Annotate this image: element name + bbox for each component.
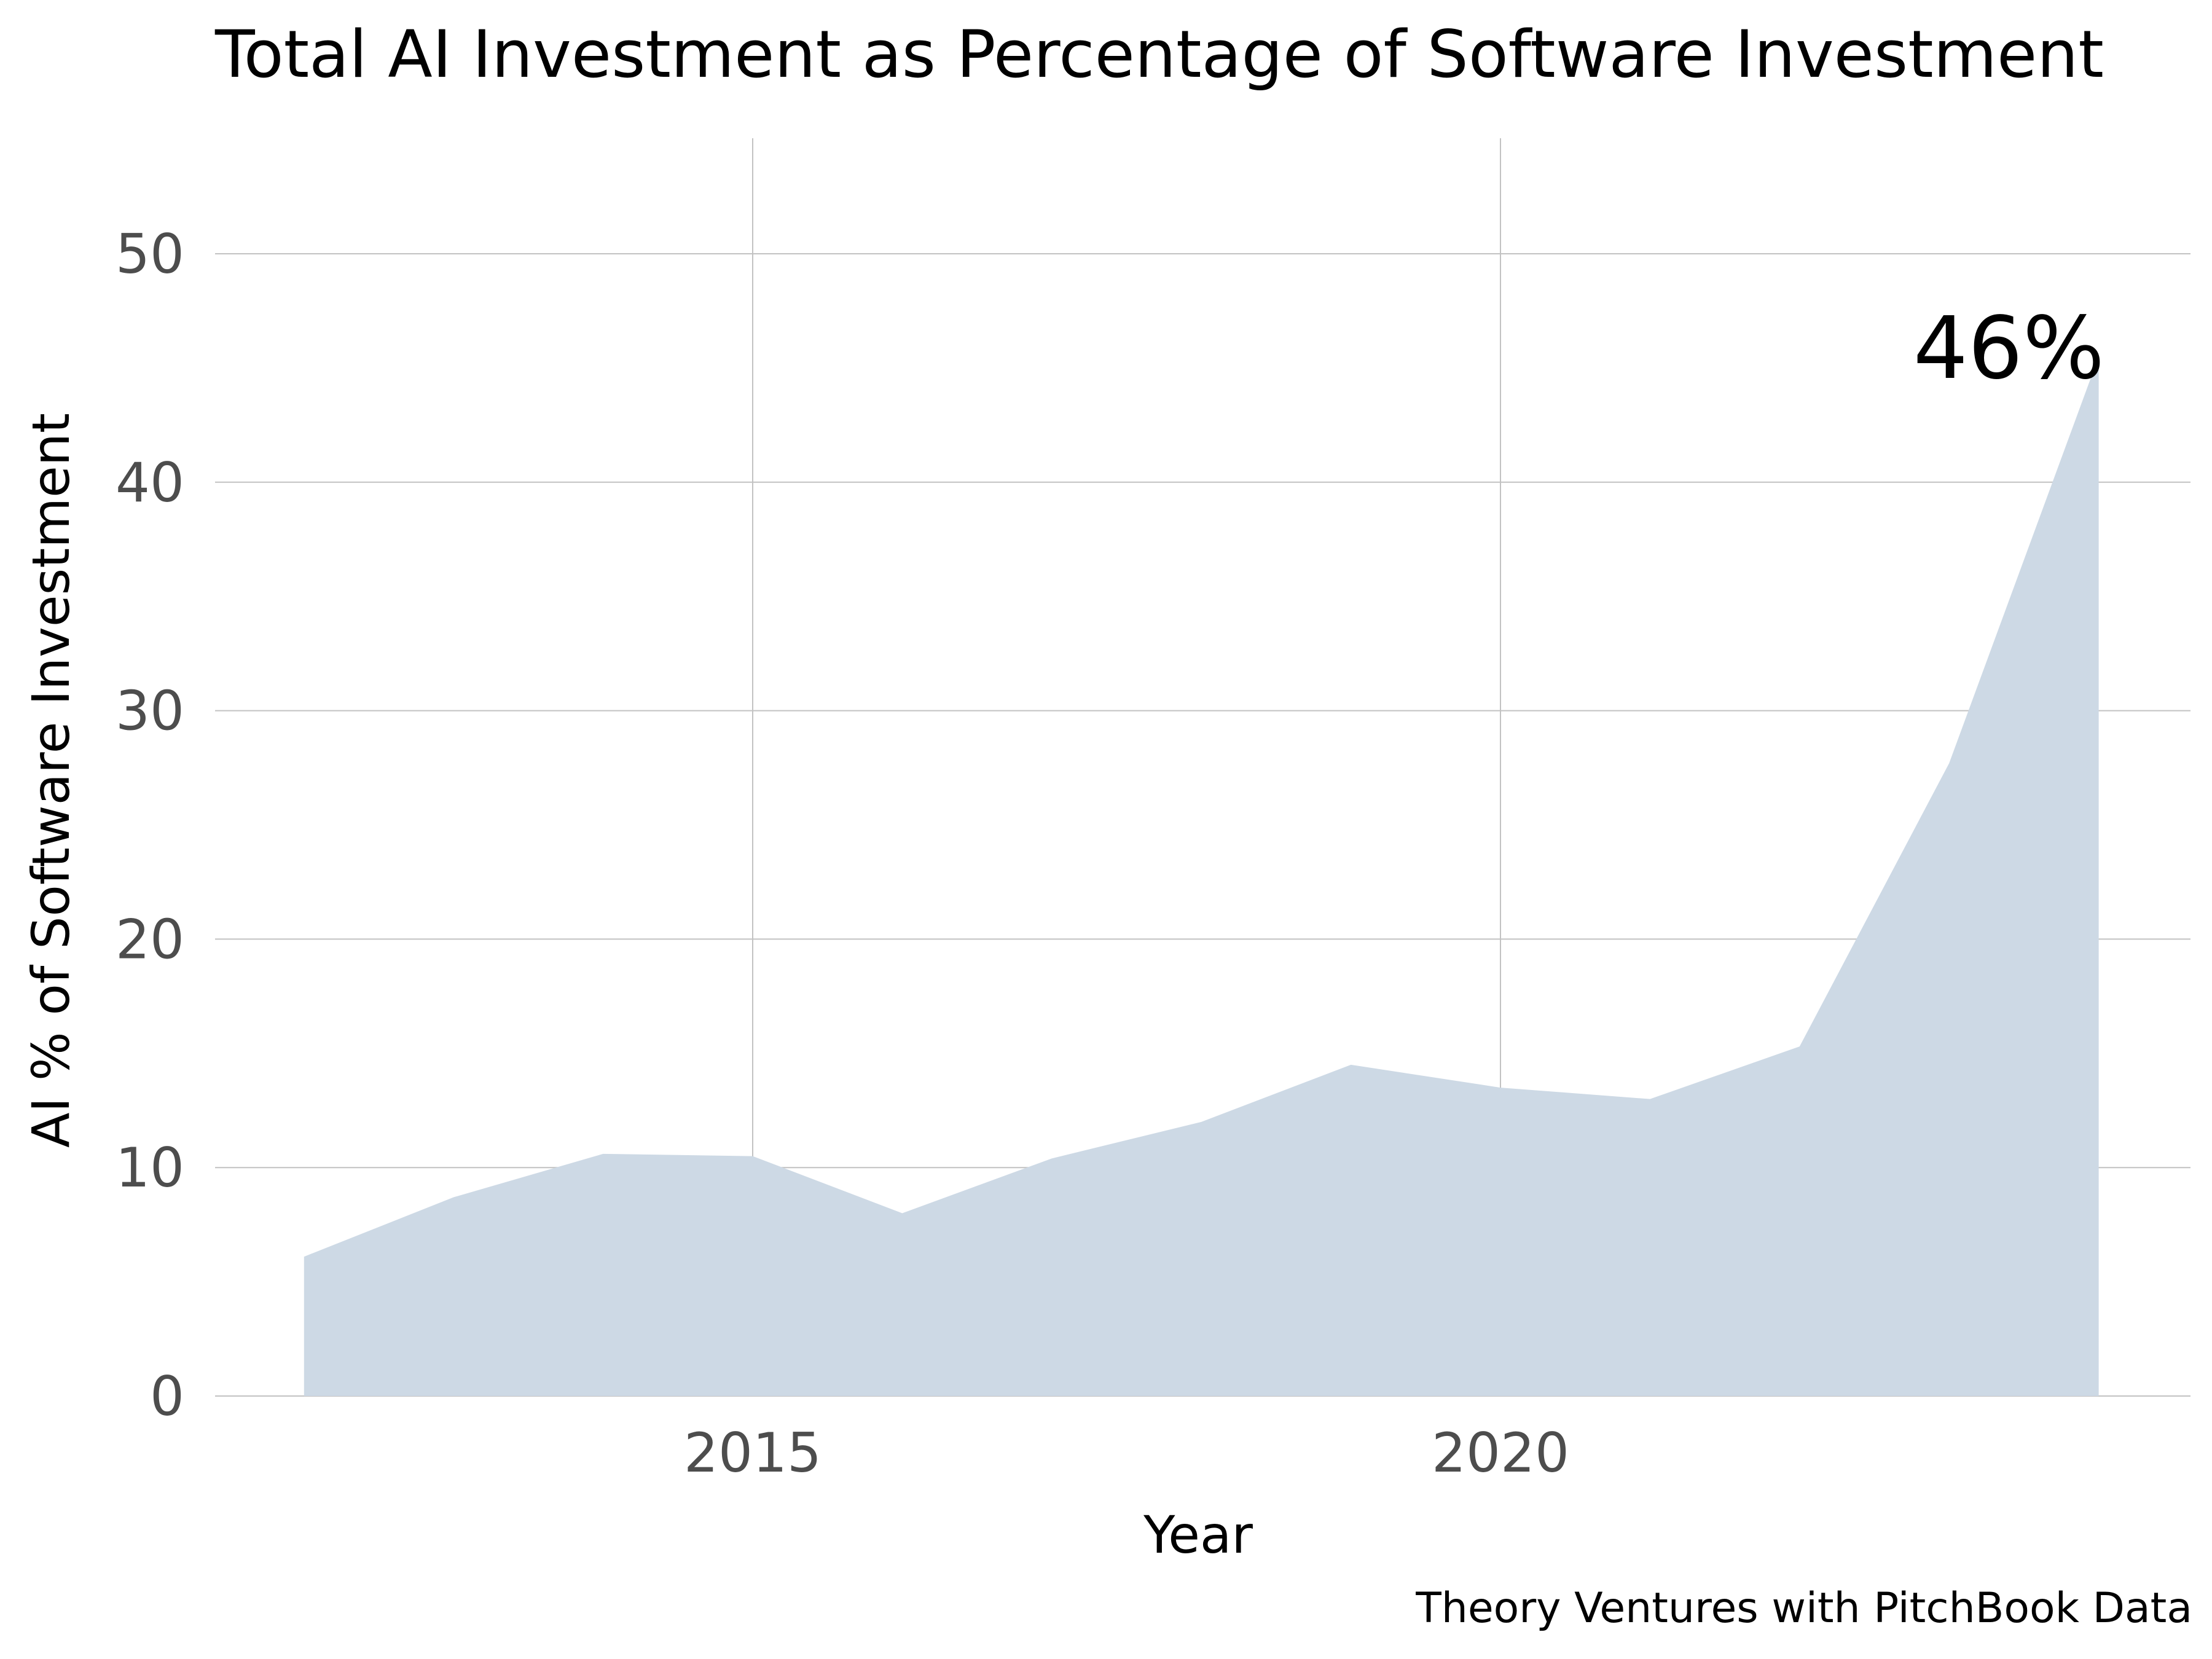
area-fill [304,356,2099,1396]
y-tick-labels: 0 10 20 30 40 50 [116,222,184,1428]
x-tick-label: 2020 [1432,1421,1569,1484]
x-axis-title: Year [1143,1505,1253,1565]
source-caption: Theory Ventures with PitchBook Data [1415,1584,2192,1633]
y-tick-label: 40 [116,451,184,514]
chart-title: Total AI Investment as Percentage of Sof… [214,17,2104,92]
x-tick-labels: 2015 2020 [684,1421,1569,1484]
data-label-last-value: 46% [1913,299,2104,399]
y-tick-label: 50 [116,222,184,286]
y-tick-label: 10 [116,1136,184,1199]
y-tick-label: 0 [150,1365,184,1428]
y-axis-title: AI % of Software Investment [21,413,81,1148]
grid-lines [215,138,2190,1397]
y-tick-label: 20 [116,908,184,971]
y-tick-label: 30 [116,680,184,743]
area-series [304,356,2099,1396]
x-tick-label: 2015 [684,1421,822,1484]
